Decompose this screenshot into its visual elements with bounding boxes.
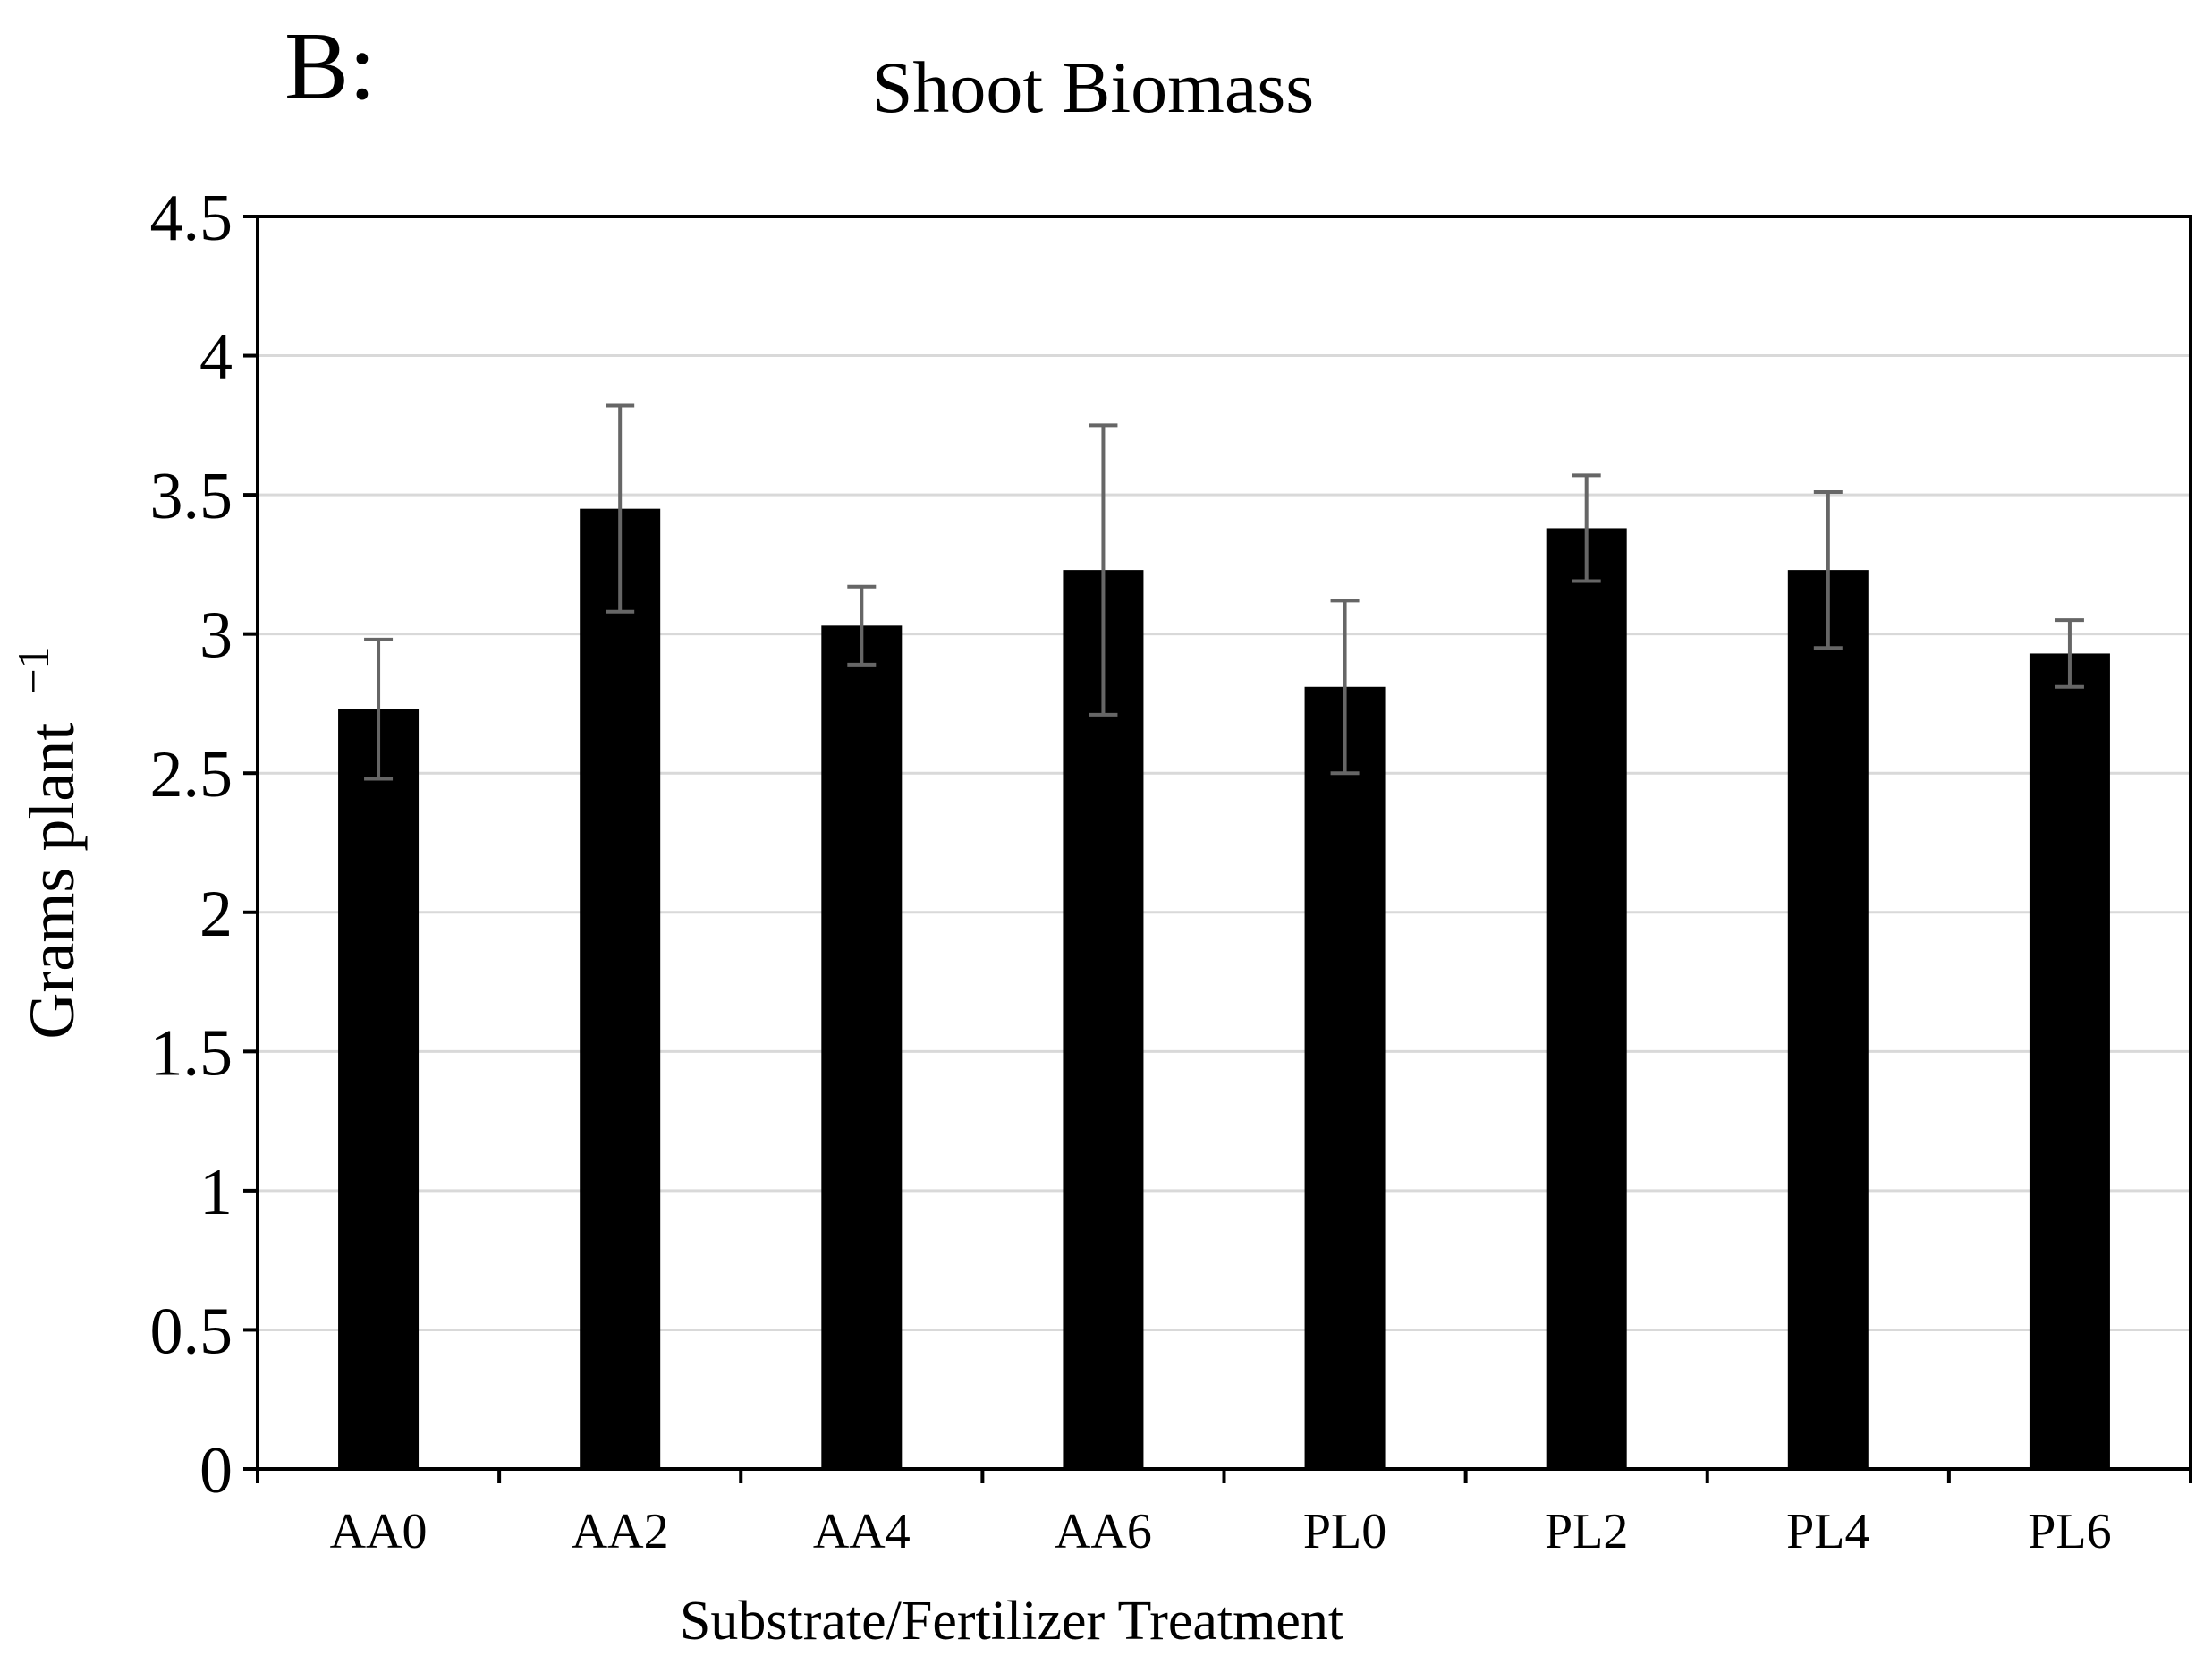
error-bar-pl6 bbox=[2055, 618, 2084, 689]
error-bars bbox=[364, 403, 2084, 781]
x-axis-ticks: AA0 AA2 AA4 AA6 PL0 PL2 PL4 PL6 bbox=[256, 1469, 2192, 1559]
y-tick-label: 1.5 bbox=[150, 1016, 233, 1090]
error-bar-pl0 bbox=[1330, 599, 1360, 776]
y-tick-label: 4 bbox=[199, 321, 233, 395]
y-tick-label: 3.5 bbox=[150, 460, 233, 533]
chart-title: Shoot Biomass bbox=[872, 47, 1314, 128]
bar-pl6 bbox=[2029, 653, 2110, 1469]
plot-frame bbox=[256, 215, 2192, 1471]
x-tick-label: AA2 bbox=[572, 1504, 669, 1559]
x-tick-label: AA4 bbox=[813, 1504, 911, 1559]
bar-aa0 bbox=[338, 709, 420, 1469]
y-axis-label-group: Grams plant −1 bbox=[8, 646, 88, 1039]
error-bar-aa0 bbox=[364, 637, 394, 781]
gridlines bbox=[258, 354, 2191, 1331]
y-tick-label: 4.5 bbox=[150, 182, 233, 255]
x-axis-label: Substrate/Fertilizer Treatment bbox=[680, 1591, 1343, 1652]
bar-aa6 bbox=[1063, 570, 1144, 1469]
bar-pl2 bbox=[1546, 528, 1627, 1469]
x-tick-label: PL4 bbox=[1786, 1504, 1869, 1559]
y-axis-label-text: Grams plant bbox=[16, 723, 88, 1040]
bar-pl0 bbox=[1304, 686, 1386, 1469]
y-axis-ticks: 0 0.5 1 1.5 2 2.5 3 3.5 4 4.5 bbox=[150, 182, 258, 1507]
bar-pl4 bbox=[1787, 570, 1869, 1469]
panel-label: B: bbox=[284, 13, 376, 120]
y-axis-label: Grams plant −1 bbox=[8, 646, 88, 1039]
error-bar-pl4 bbox=[1813, 490, 1843, 650]
bar-aa2 bbox=[580, 508, 661, 1469]
y-tick-label: 1 bbox=[199, 1156, 233, 1229]
bar-aa4 bbox=[821, 625, 903, 1469]
y-tick-label: 3 bbox=[199, 599, 233, 673]
y-tick-label: 2 bbox=[199, 878, 233, 951]
x-tick-label: PL6 bbox=[2028, 1504, 2111, 1559]
x-tick-label: AA6 bbox=[1055, 1504, 1152, 1559]
bars bbox=[338, 508, 2110, 1469]
y-tick-label: 0.5 bbox=[150, 1295, 233, 1368]
x-tick-label: PL0 bbox=[1303, 1504, 1386, 1559]
y-tick-label: 2.5 bbox=[150, 738, 233, 811]
y-tick-label: 0 bbox=[199, 1434, 233, 1507]
x-tick-label: PL2 bbox=[1545, 1504, 1628, 1559]
x-tick-label: AA0 bbox=[330, 1504, 428, 1559]
error-bar-pl2 bbox=[1572, 473, 1601, 583]
error-bar-aa2 bbox=[606, 403, 635, 614]
error-bar-aa4 bbox=[847, 584, 877, 667]
error-bar-aa6 bbox=[1089, 423, 1118, 717]
y-axis-label-superscript: −1 bbox=[8, 646, 58, 693]
